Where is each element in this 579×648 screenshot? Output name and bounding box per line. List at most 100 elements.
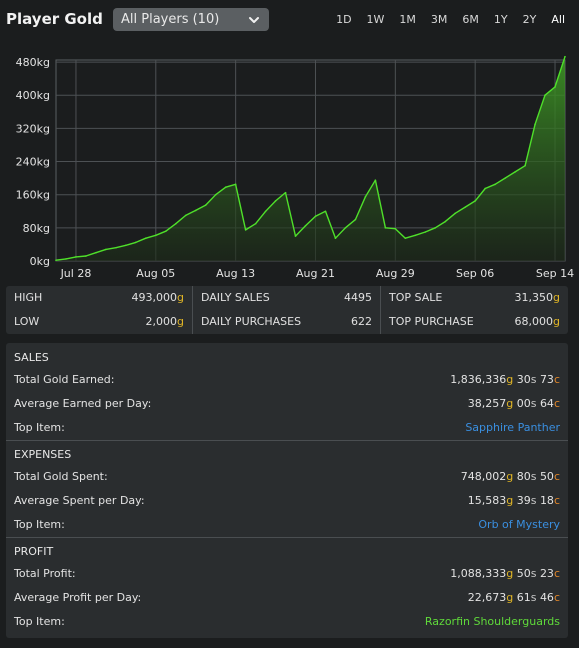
profit-avg-label: Average Profit per Day:: [14, 591, 142, 604]
data-point: [135, 241, 137, 244]
section-divider: [6, 440, 568, 441]
data-point: [264, 210, 267, 213]
data-point: [324, 210, 327, 213]
data-point: [164, 230, 167, 232]
data-point: [105, 248, 107, 251]
profit-avg-row: Average Profit per Day: 22,673g 61s 46c: [14, 586, 560, 610]
daily-sales-value: 4495: [344, 291, 372, 304]
data-point: [274, 200, 277, 202]
high-value: 493,000g: [131, 291, 184, 304]
sales-total-label: Total Gold Earned:: [14, 373, 115, 386]
sales-total-value: 1,836,336g 30s 73c: [450, 373, 560, 386]
stats-divider: [380, 286, 381, 334]
summary-panel: SALES Total Gold Earned: 1,836,336g 30s …: [6, 343, 568, 638]
range-all[interactable]: All: [551, 13, 565, 26]
page-title: Player Gold: [6, 10, 103, 28]
y-tick-label: 400kg: [16, 89, 50, 102]
y-tick-label: 480kg: [16, 56, 50, 69]
low-label: LOW: [14, 315, 40, 328]
range-1d[interactable]: 1D: [336, 13, 352, 26]
data-point: [304, 224, 307, 227]
expenses-top-item-link[interactable]: Orb of Mystery: [478, 518, 560, 531]
sales-section: SALES Total Gold Earned: 1,836,336g 30s …: [6, 343, 568, 439]
data-point: [474, 200, 476, 202]
data-point: [254, 222, 257, 225]
range-1m[interactable]: 1M: [399, 13, 416, 26]
profit-total-row: Total Profit: 1,088,333g 50s 23c: [14, 562, 560, 586]
data-point: [214, 193, 217, 196]
low-value: 2,000g: [145, 315, 184, 328]
data-point: [155, 234, 157, 237]
y-tick-label: 160kg: [16, 189, 50, 202]
data-point: [85, 255, 87, 257]
header-bar: Player Gold All Players (10) 1D 1W 1M 3M…: [0, 0, 579, 40]
player-filter-dropdown[interactable]: All Players (10): [113, 8, 269, 31]
sales-top-item-label: Top Item:: [14, 421, 65, 434]
low-row: LOW 2,000g: [6, 310, 192, 334]
data-point: [234, 183, 237, 186]
expenses-total-value: 748,002g 80s 50c: [460, 470, 560, 483]
data-point: [314, 215, 317, 218]
x-tick-label: Aug 29: [376, 267, 415, 280]
data-point: [504, 177, 506, 179]
sales-avg-value: 38,257g 00s 64c: [467, 397, 560, 410]
sales-total-row: Total Gold Earned: 1,836,336g 30s 73c: [14, 368, 560, 392]
top-sale-value: 31,350g: [514, 291, 560, 304]
dropdown-value: All Players (10): [121, 12, 220, 27]
profit-top-item-label: Top Item:: [14, 615, 65, 628]
data-point: [544, 94, 546, 97]
range-6m[interactable]: 6M: [462, 13, 479, 26]
profit-total-value: 1,088,333g 50s 23c: [450, 567, 560, 580]
data-point: [294, 235, 297, 237]
profit-top-item-link[interactable]: Razorfin Shoulderguards: [424, 615, 560, 628]
data-point: [564, 55, 566, 58]
top-purchase-value: 68,000g: [514, 315, 560, 328]
expenses-top-item-row: Top Item: Orb of Mystery: [14, 513, 560, 537]
data-point: [424, 231, 427, 233]
data-point: [184, 214, 187, 217]
x-tick-label: Aug 13: [216, 267, 255, 280]
range-1w[interactable]: 1W: [366, 13, 385, 26]
data-point: [244, 229, 247, 231]
data-point: [224, 186, 227, 189]
data-point: [125, 244, 127, 247]
daily-sales-row: DAILY SALES 4495: [193, 286, 380, 310]
sales-avg-row: Average Earned per Day: 38,257g 00s 64c: [14, 392, 560, 416]
range-3m[interactable]: 3M: [430, 13, 448, 26]
range-2y[interactable]: 2Y: [522, 13, 537, 26]
data-point: [55, 259, 57, 261]
data-point: [334, 237, 337, 240]
data-point: [204, 204, 207, 206]
data-point: [434, 227, 437, 229]
data-point: [115, 246, 117, 249]
data-point: [404, 237, 407, 240]
range-1y[interactable]: 1Y: [493, 13, 508, 26]
sales-avg-label: Average Earned per Day:: [14, 397, 152, 410]
chevron-down-icon: [249, 17, 259, 23]
data-point: [354, 218, 357, 221]
high-low-column: HIGH 493,000g LOW 2,000g: [6, 286, 192, 334]
x-tick-label: Sep 06: [456, 267, 494, 280]
expenses-avg-row: Average Spent per Day: 15,583g 39s 18c: [14, 489, 560, 513]
data-point: [494, 183, 496, 186]
data-point: [394, 227, 397, 230]
data-point: [374, 179, 377, 181]
data-point: [444, 220, 447, 223]
high-row: HIGH 493,000g: [6, 286, 192, 310]
data-point: [145, 237, 147, 240]
expenses-total-label: Total Gold Spent:: [14, 470, 108, 483]
data-point: [284, 191, 287, 194]
y-tick-label: 320kg: [16, 122, 50, 135]
top-sale-row: TOP SALE 31,350g: [381, 286, 568, 310]
daily-purchases-label: DAILY PURCHASES: [201, 315, 302, 328]
data-point: [384, 227, 387, 229]
sales-top-item-link[interactable]: Sapphire Panther: [465, 421, 560, 434]
data-point: [454, 212, 457, 215]
profit-total-label: Total Profit:: [14, 567, 76, 580]
data-point: [554, 86, 556, 88]
gold-chart-svg: 0kg 80kg 160kg 240kg 320kg 400kg 480kg Jul 28 Au…: [16, 55, 574, 280]
sales-purchases-column: DAILY SALES 4495 DAILY PURCHASES 622: [193, 286, 380, 334]
data-point: [514, 171, 516, 173]
data-point: [344, 227, 347, 229]
gold-series-line: [55, 56, 566, 261]
